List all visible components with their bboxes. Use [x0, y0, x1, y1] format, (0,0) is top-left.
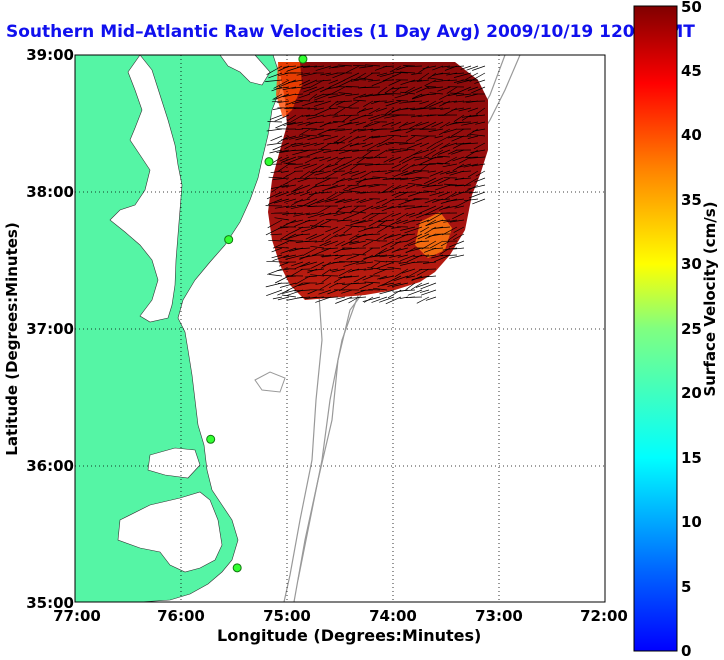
radar-station-marker — [233, 564, 241, 572]
colorbar-tick-label: 25 — [681, 320, 702, 338]
radar-station-marker — [265, 158, 273, 166]
colorbar-tick-label: 15 — [681, 449, 702, 467]
y-tick-label: 37:00 — [26, 320, 74, 338]
y-axis-label: Latitude (Degrees:Minutes) — [3, 219, 21, 459]
colorbar-tick-label: 0 — [681, 642, 691, 660]
x-axis-label: Longitude (Degrees:Minutes) — [217, 626, 481, 645]
x-tick-label: 72:00 — [580, 607, 628, 625]
x-tick-label: 76:00 — [157, 607, 205, 625]
y-tick-label: 36:00 — [26, 457, 74, 475]
colorbar-tick-label: 5 — [681, 578, 691, 596]
colorbar-tick-label: 30 — [681, 255, 702, 273]
colorbar-label: Surface Velocity (cm/s) — [701, 199, 719, 399]
x-tick-label: 75:00 — [263, 607, 311, 625]
colorbar-tick-label: 10 — [681, 513, 702, 531]
colorbar-tick-label: 20 — [681, 384, 702, 402]
x-tick-label: 77:00 — [53, 607, 101, 625]
colorbar — [634, 6, 677, 651]
radar-station-marker — [207, 435, 215, 443]
radar-station-marker — [225, 236, 233, 244]
x-tick-label: 74:00 — [369, 607, 417, 625]
y-tick-label: 38:00 — [26, 183, 74, 201]
colorbar-tick-label: 50 — [681, 0, 702, 16]
colorbar-tick-label: 40 — [681, 126, 702, 144]
x-tick-label: 73:00 — [475, 607, 523, 625]
radar-station-marker — [299, 55, 307, 63]
colorbar-tick-label: 45 — [681, 62, 702, 80]
y-tick-label: 39:00 — [26, 46, 74, 64]
colorbar-tick-label: 35 — [681, 191, 702, 209]
